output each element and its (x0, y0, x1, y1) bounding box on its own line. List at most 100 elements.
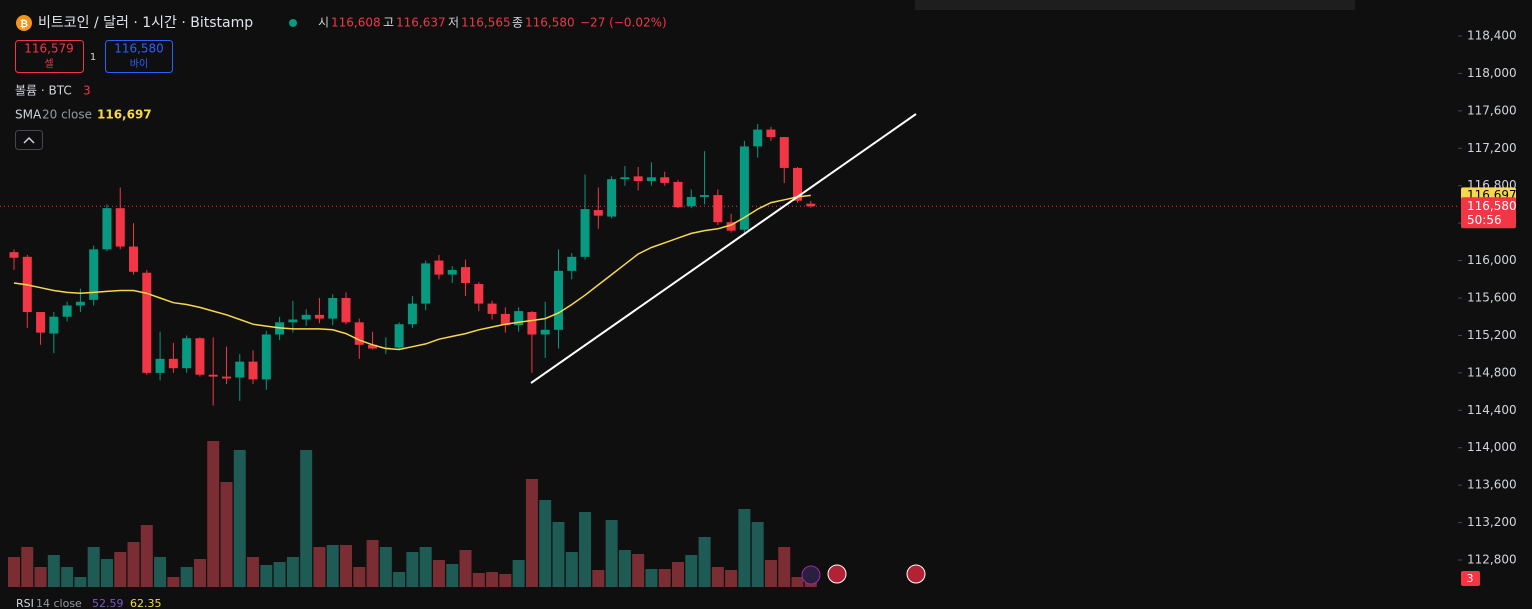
candle-body (580, 209, 590, 257)
volume-bar (711, 567, 724, 587)
low-label: 저 (448, 16, 459, 30)
collapse-button[interactable] (15, 130, 43, 150)
volume-bar (300, 450, 313, 587)
high-value: 116,637 (396, 16, 446, 30)
candle-body (155, 358, 165, 373)
volume-bar (8, 557, 20, 587)
volume-bar (525, 479, 538, 587)
low-value: 116,565 (461, 16, 511, 30)
sell-label: 셀 (44, 58, 53, 70)
candle-body (434, 260, 444, 275)
volume-bar (579, 512, 592, 587)
volume-bar (618, 550, 631, 587)
volume-bar (393, 572, 406, 587)
volume-bar (406, 552, 419, 587)
btc-icon (16, 15, 32, 31)
volume-bar (207, 441, 220, 587)
candle-body (806, 203, 816, 207)
open-value: 116,608 (331, 16, 381, 30)
rsi-ma-value: 62.35 (130, 597, 162, 609)
volume-bar (672, 562, 684, 587)
close-label: 종 (512, 16, 523, 30)
candle-body (168, 358, 178, 369)
y-tick-label: 114,800 (1467, 365, 1517, 379)
volume-bar (180, 567, 193, 587)
candle-body (129, 246, 139, 272)
volume-bar (486, 572, 499, 587)
candle-body (633, 176, 643, 182)
volume-bar (512, 560, 525, 587)
candle-body (646, 177, 656, 182)
candle-body (49, 316, 59, 334)
candle-body (328, 298, 338, 319)
candle-body (700, 195, 710, 197)
y-tick-label: 115,200 (1467, 328, 1517, 342)
volume-bar (220, 482, 233, 587)
trend-line[interactable] (530, 113, 917, 384)
market-status (289, 19, 297, 27)
volume-bar (751, 522, 764, 587)
last-price-box (1461, 197, 1516, 229)
volume-bar (658, 569, 671, 587)
volume-bar (552, 522, 565, 587)
y-tick-label: 114,000 (1467, 440, 1517, 454)
y-tick-label: 115,600 (1467, 291, 1517, 305)
volume-bar (87, 547, 100, 587)
volume-bar (632, 554, 645, 587)
candle-body (407, 303, 417, 325)
candle-body (394, 324, 404, 348)
y-tick-label: 116,000 (1467, 253, 1517, 267)
volume-bar (34, 567, 47, 587)
volume-bar (472, 573, 485, 587)
last-price-label: 116,580 (1467, 199, 1517, 213)
volume-bar (685, 555, 698, 587)
candle-body (301, 314, 311, 320)
open-label: 시 (318, 16, 329, 30)
candle-body (527, 312, 537, 335)
sell-button[interactable] (15, 40, 84, 73)
candle-body (341, 298, 351, 323)
sma-legend-value: 116,697 (97, 108, 152, 122)
volume-bar (233, 450, 246, 587)
spread: 1 (90, 52, 96, 63)
candle-body (713, 195, 723, 223)
candle-body (487, 303, 497, 314)
volume-bar (446, 564, 459, 587)
volume-bar (326, 545, 339, 587)
volume-bar (353, 567, 366, 587)
buy-label: 바이 (130, 58, 148, 70)
volume-bar (273, 562, 286, 587)
candle-body (421, 263, 431, 304)
candle-body (766, 129, 776, 138)
volume-price-box (1461, 571, 1480, 586)
y-tick-label: 113,200 (1467, 515, 1517, 529)
candle-body (686, 196, 696, 207)
volume-bar (432, 560, 445, 587)
countdown: 50:56 (1467, 213, 1502, 227)
candle-body (368, 344, 378, 349)
event-icon[interactable] (801, 565, 821, 585)
candle-body (461, 267, 471, 284)
sma-legend: SMA (15, 108, 42, 122)
y-tick-label: 117,600 (1467, 103, 1517, 117)
candle-body (208, 374, 218, 377)
volume-bar (313, 547, 326, 587)
volume-bar (167, 577, 180, 587)
event-flag-us[interactable] (827, 564, 847, 584)
collapse-chevron (23, 136, 35, 144)
candle-body (89, 249, 99, 300)
buy-button[interactable] (105, 40, 173, 73)
event-flag-us[interactable] (906, 564, 926, 584)
y-tick-label: 114,400 (1467, 403, 1517, 417)
volume-bar (366, 540, 379, 587)
volume-bar (645, 569, 658, 587)
symbol-title: 비트코인 / 달러 · 1시간 · Bitstamp (38, 15, 253, 31)
volume-bar (47, 555, 60, 587)
rsi-label: RSI (16, 597, 34, 609)
volume-legend: 볼륨 · BTC (15, 84, 72, 98)
candle-body (514, 311, 524, 326)
candle-body (779, 137, 789, 168)
candle-body (354, 322, 364, 345)
volume-bar (738, 509, 751, 587)
volume-price-label: 3 (1467, 572, 1474, 585)
